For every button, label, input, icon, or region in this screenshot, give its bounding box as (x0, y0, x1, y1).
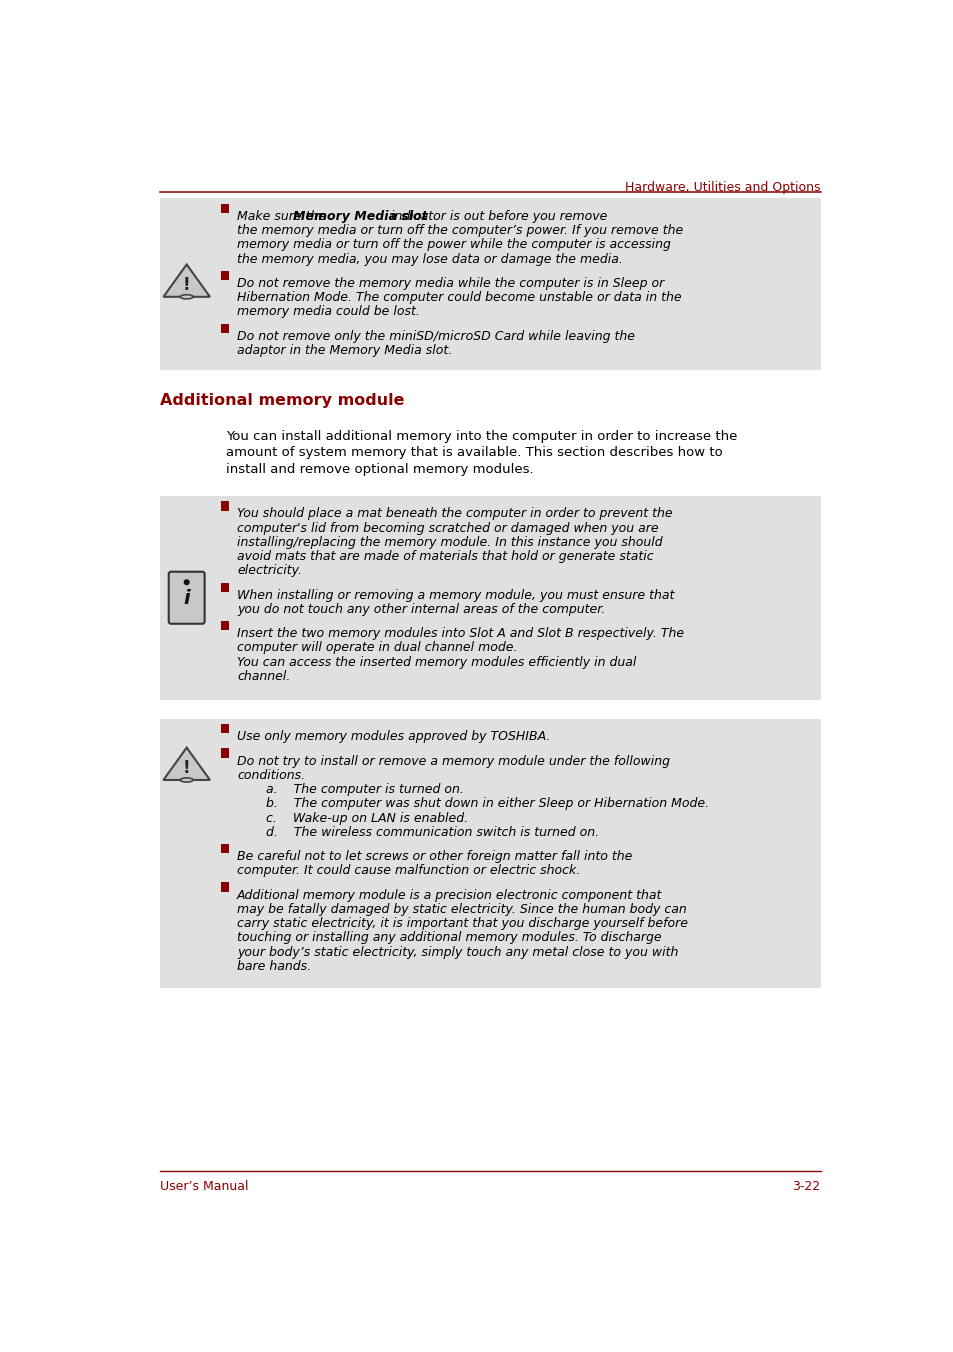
Text: You should place a mat beneath the computer in order to prevent the: You should place a mat beneath the compu… (236, 507, 672, 521)
Bar (220, 583, 229, 592)
Bar (220, 621, 229, 630)
Text: d.    The wireless communication switch is turned on.: d. The wireless communication switch is … (266, 826, 599, 838)
Text: You can install additional memory into the computer in order to increase the: You can install additional memory into t… (226, 430, 737, 443)
Text: your body’s static electricity, simply touch any metal close to you with: your body’s static electricity, simply t… (236, 945, 678, 959)
Polygon shape (163, 265, 210, 297)
Bar (220, 204, 229, 214)
Ellipse shape (180, 777, 193, 781)
Text: Make sure the: Make sure the (236, 210, 330, 223)
Text: electricity.: electricity. (236, 564, 302, 577)
Text: installing/replacing the memory module. In this instance you should: installing/replacing the memory module. … (236, 535, 662, 549)
Circle shape (183, 579, 190, 585)
Text: you do not touch any other internal areas of the computer.: you do not touch any other internal area… (236, 603, 604, 617)
Text: Memory Media slot: Memory Media slot (293, 210, 427, 223)
Text: computer. It could cause malfunction or electric shock.: computer. It could cause malfunction or … (236, 864, 579, 877)
Text: the memory media or turn off the computer’s power. If you remove the: the memory media or turn off the compute… (236, 224, 682, 237)
Text: avoid mats that are made of materials that hold or generate static: avoid mats that are made of materials th… (236, 550, 653, 564)
Text: Additional memory module is a precision electronic component that: Additional memory module is a precision … (236, 888, 661, 902)
Text: Hardware, Utilities and Options: Hardware, Utilities and Options (624, 181, 820, 195)
Text: User’s Manual: User’s Manual (159, 1180, 248, 1194)
Text: computer will operate in dual channel mode.: computer will operate in dual channel mo… (236, 641, 517, 654)
FancyBboxPatch shape (169, 572, 204, 623)
Text: 3-22: 3-22 (792, 1180, 820, 1194)
Polygon shape (163, 748, 210, 780)
Text: You can access the inserted memory modules efficiently in dual: You can access the inserted memory modul… (236, 656, 636, 669)
Text: !: ! (183, 760, 191, 777)
Text: a.    The computer is turned on.: a. The computer is turned on. (266, 783, 464, 796)
FancyBboxPatch shape (159, 719, 820, 988)
Text: Do not remove only the miniSD/microSD Card while leaving the: Do not remove only the miniSD/microSD Ca… (236, 330, 635, 342)
Text: memory media could be lost.: memory media could be lost. (236, 306, 419, 319)
Text: channel.: channel. (236, 671, 290, 683)
Text: install and remove optional memory modules.: install and remove optional memory modul… (226, 462, 534, 476)
Bar (220, 883, 229, 892)
FancyBboxPatch shape (159, 496, 820, 699)
Bar (220, 270, 229, 280)
Text: adaptor in the Memory Media slot.: adaptor in the Memory Media slot. (236, 343, 452, 357)
Text: Additional memory module: Additional memory module (159, 393, 404, 408)
Text: indicator is out before you remove: indicator is out before you remove (386, 210, 606, 223)
Text: When installing or removing a memory module, you must ensure that: When installing or removing a memory mod… (236, 588, 674, 602)
Text: b.    The computer was shut down in either Sleep or Hibernation Mode.: b. The computer was shut down in either … (266, 798, 709, 810)
Bar (220, 749, 229, 757)
Text: touching or installing any additional memory modules. To discharge: touching or installing any additional me… (236, 932, 661, 944)
Text: bare hands.: bare hands. (236, 960, 311, 973)
Text: Do not try to install or remove a memory module under the following: Do not try to install or remove a memory… (236, 754, 669, 768)
Bar (220, 844, 229, 853)
Text: !: ! (183, 276, 191, 295)
Text: conditions.: conditions. (236, 769, 305, 781)
Bar (220, 502, 229, 511)
Text: Do not remove the memory media while the computer is in Sleep or: Do not remove the memory media while the… (236, 277, 663, 289)
Text: c.    Wake-up on LAN is enabled.: c. Wake-up on LAN is enabled. (266, 811, 468, 825)
Bar (220, 323, 229, 333)
Text: may be fatally damaged by static electricity. Since the human body can: may be fatally damaged by static electri… (236, 903, 686, 915)
Text: the memory media, you may lose data or damage the media.: the memory media, you may lose data or d… (236, 253, 622, 266)
Text: Hibernation Mode. The computer could become unstable or data in the: Hibernation Mode. The computer could bec… (236, 291, 681, 304)
Ellipse shape (180, 295, 193, 299)
Text: memory media or turn off the power while the computer is accessing: memory media or turn off the power while… (236, 238, 670, 251)
Bar (220, 725, 229, 733)
FancyBboxPatch shape (159, 199, 820, 369)
Text: Be careful not to let screws or other foreign matter fall into the: Be careful not to let screws or other fo… (236, 850, 632, 863)
Text: carry static electricity, it is important that you discharge yourself before: carry static electricity, it is importan… (236, 917, 687, 930)
Text: i: i (183, 589, 190, 608)
Text: Use only memory modules approved by TOSHIBA.: Use only memory modules approved by TOSH… (236, 730, 550, 744)
Text: amount of system memory that is available. This section describes how to: amount of system memory that is availabl… (226, 446, 722, 460)
Text: Insert the two memory modules into Slot A and Slot B respectively. The: Insert the two memory modules into Slot … (236, 627, 683, 641)
Text: computer's lid from becoming scratched or damaged when you are: computer's lid from becoming scratched o… (236, 522, 658, 534)
